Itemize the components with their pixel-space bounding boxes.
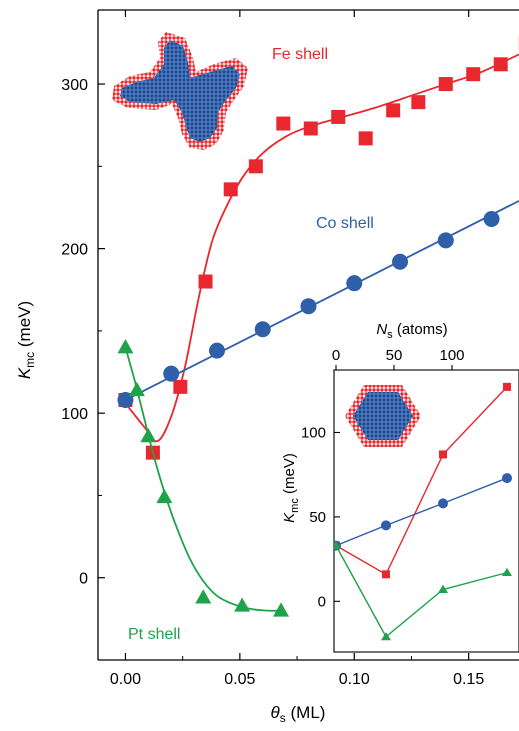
pt-shell-point bbox=[273, 602, 289, 616]
fe-shell-point bbox=[494, 57, 508, 71]
inset-y-tick-label: 50 bbox=[309, 509, 326, 526]
inset-y-axis-label: Kmc (meV) bbox=[281, 453, 301, 523]
fe-shell-point bbox=[359, 131, 373, 145]
inset-co-point bbox=[381, 520, 391, 530]
fe-shell-point bbox=[439, 77, 453, 91]
x-tick-label: 0.10 bbox=[339, 671, 370, 688]
x-axis-label: θs (ML) bbox=[271, 703, 326, 725]
inset-top-tick-label: 50 bbox=[386, 347, 403, 364]
inset-co-point bbox=[502, 473, 512, 483]
pt-shell-point bbox=[117, 339, 133, 353]
co-shell-point bbox=[255, 321, 271, 337]
pt-shell-label: Pt shell bbox=[128, 626, 180, 643]
y-tick-label: 200 bbox=[61, 242, 88, 259]
pt-shell-point bbox=[129, 382, 145, 396]
pt-shell-point bbox=[140, 428, 156, 442]
inset-top-tick-label: 0 bbox=[332, 347, 340, 364]
inset-co-point bbox=[438, 498, 448, 508]
x-tick-label: 0.00 bbox=[110, 671, 141, 688]
fe-shell-point bbox=[224, 182, 238, 196]
fe-shell-point bbox=[331, 110, 345, 124]
inset-top-axis-label: Ns (atoms) bbox=[376, 321, 447, 341]
inset-fe-point bbox=[382, 570, 390, 578]
inset-plot: 0 50 100 0 50 100 Ns (atoms) Kmc (meV) bbox=[281, 321, 519, 652]
co-shell-point bbox=[163, 366, 179, 382]
fe-shell-point bbox=[249, 159, 263, 173]
y-tick-label: 300 bbox=[61, 77, 88, 94]
fe-shell-point bbox=[276, 117, 290, 131]
inset-fe-point bbox=[503, 383, 511, 391]
inset-fe-point bbox=[439, 450, 447, 458]
co-shell-point bbox=[484, 211, 500, 227]
y-tick-label: 0 bbox=[79, 571, 88, 588]
co-shell-point bbox=[438, 232, 454, 248]
inset-top-tick-label: 100 bbox=[439, 347, 464, 364]
y-axis-label: Kmc (meV) bbox=[15, 301, 37, 379]
x-tick-label: 0.05 bbox=[224, 671, 255, 688]
y-tick-label: 100 bbox=[61, 406, 88, 423]
fe-cluster-illustration bbox=[112, 32, 248, 150]
fe-shell-label: Fe shell bbox=[272, 46, 328, 63]
co-shell-point bbox=[392, 254, 408, 270]
fe-shell-point bbox=[173, 380, 187, 394]
co-shell-point bbox=[301, 298, 317, 314]
fe-shell-point bbox=[411, 95, 425, 109]
co-shell-point bbox=[209, 343, 225, 359]
co-shell-label: Co shell bbox=[316, 215, 374, 232]
inset-y-tick-label: 100 bbox=[301, 424, 326, 441]
fe-shell-point bbox=[466, 67, 480, 81]
x-tick-label: 0.15 bbox=[453, 671, 484, 688]
pt-shell-point bbox=[195, 589, 211, 603]
fe-shell-point bbox=[386, 103, 400, 117]
co-shell-point bbox=[346, 275, 362, 291]
fe-shell-point bbox=[199, 275, 213, 289]
inset-y-tick-label: 0 bbox=[318, 593, 326, 610]
fe-shell-point bbox=[304, 121, 318, 135]
pt-shell-fit-curve bbox=[125, 347, 281, 610]
pt-shell-point bbox=[156, 489, 172, 503]
